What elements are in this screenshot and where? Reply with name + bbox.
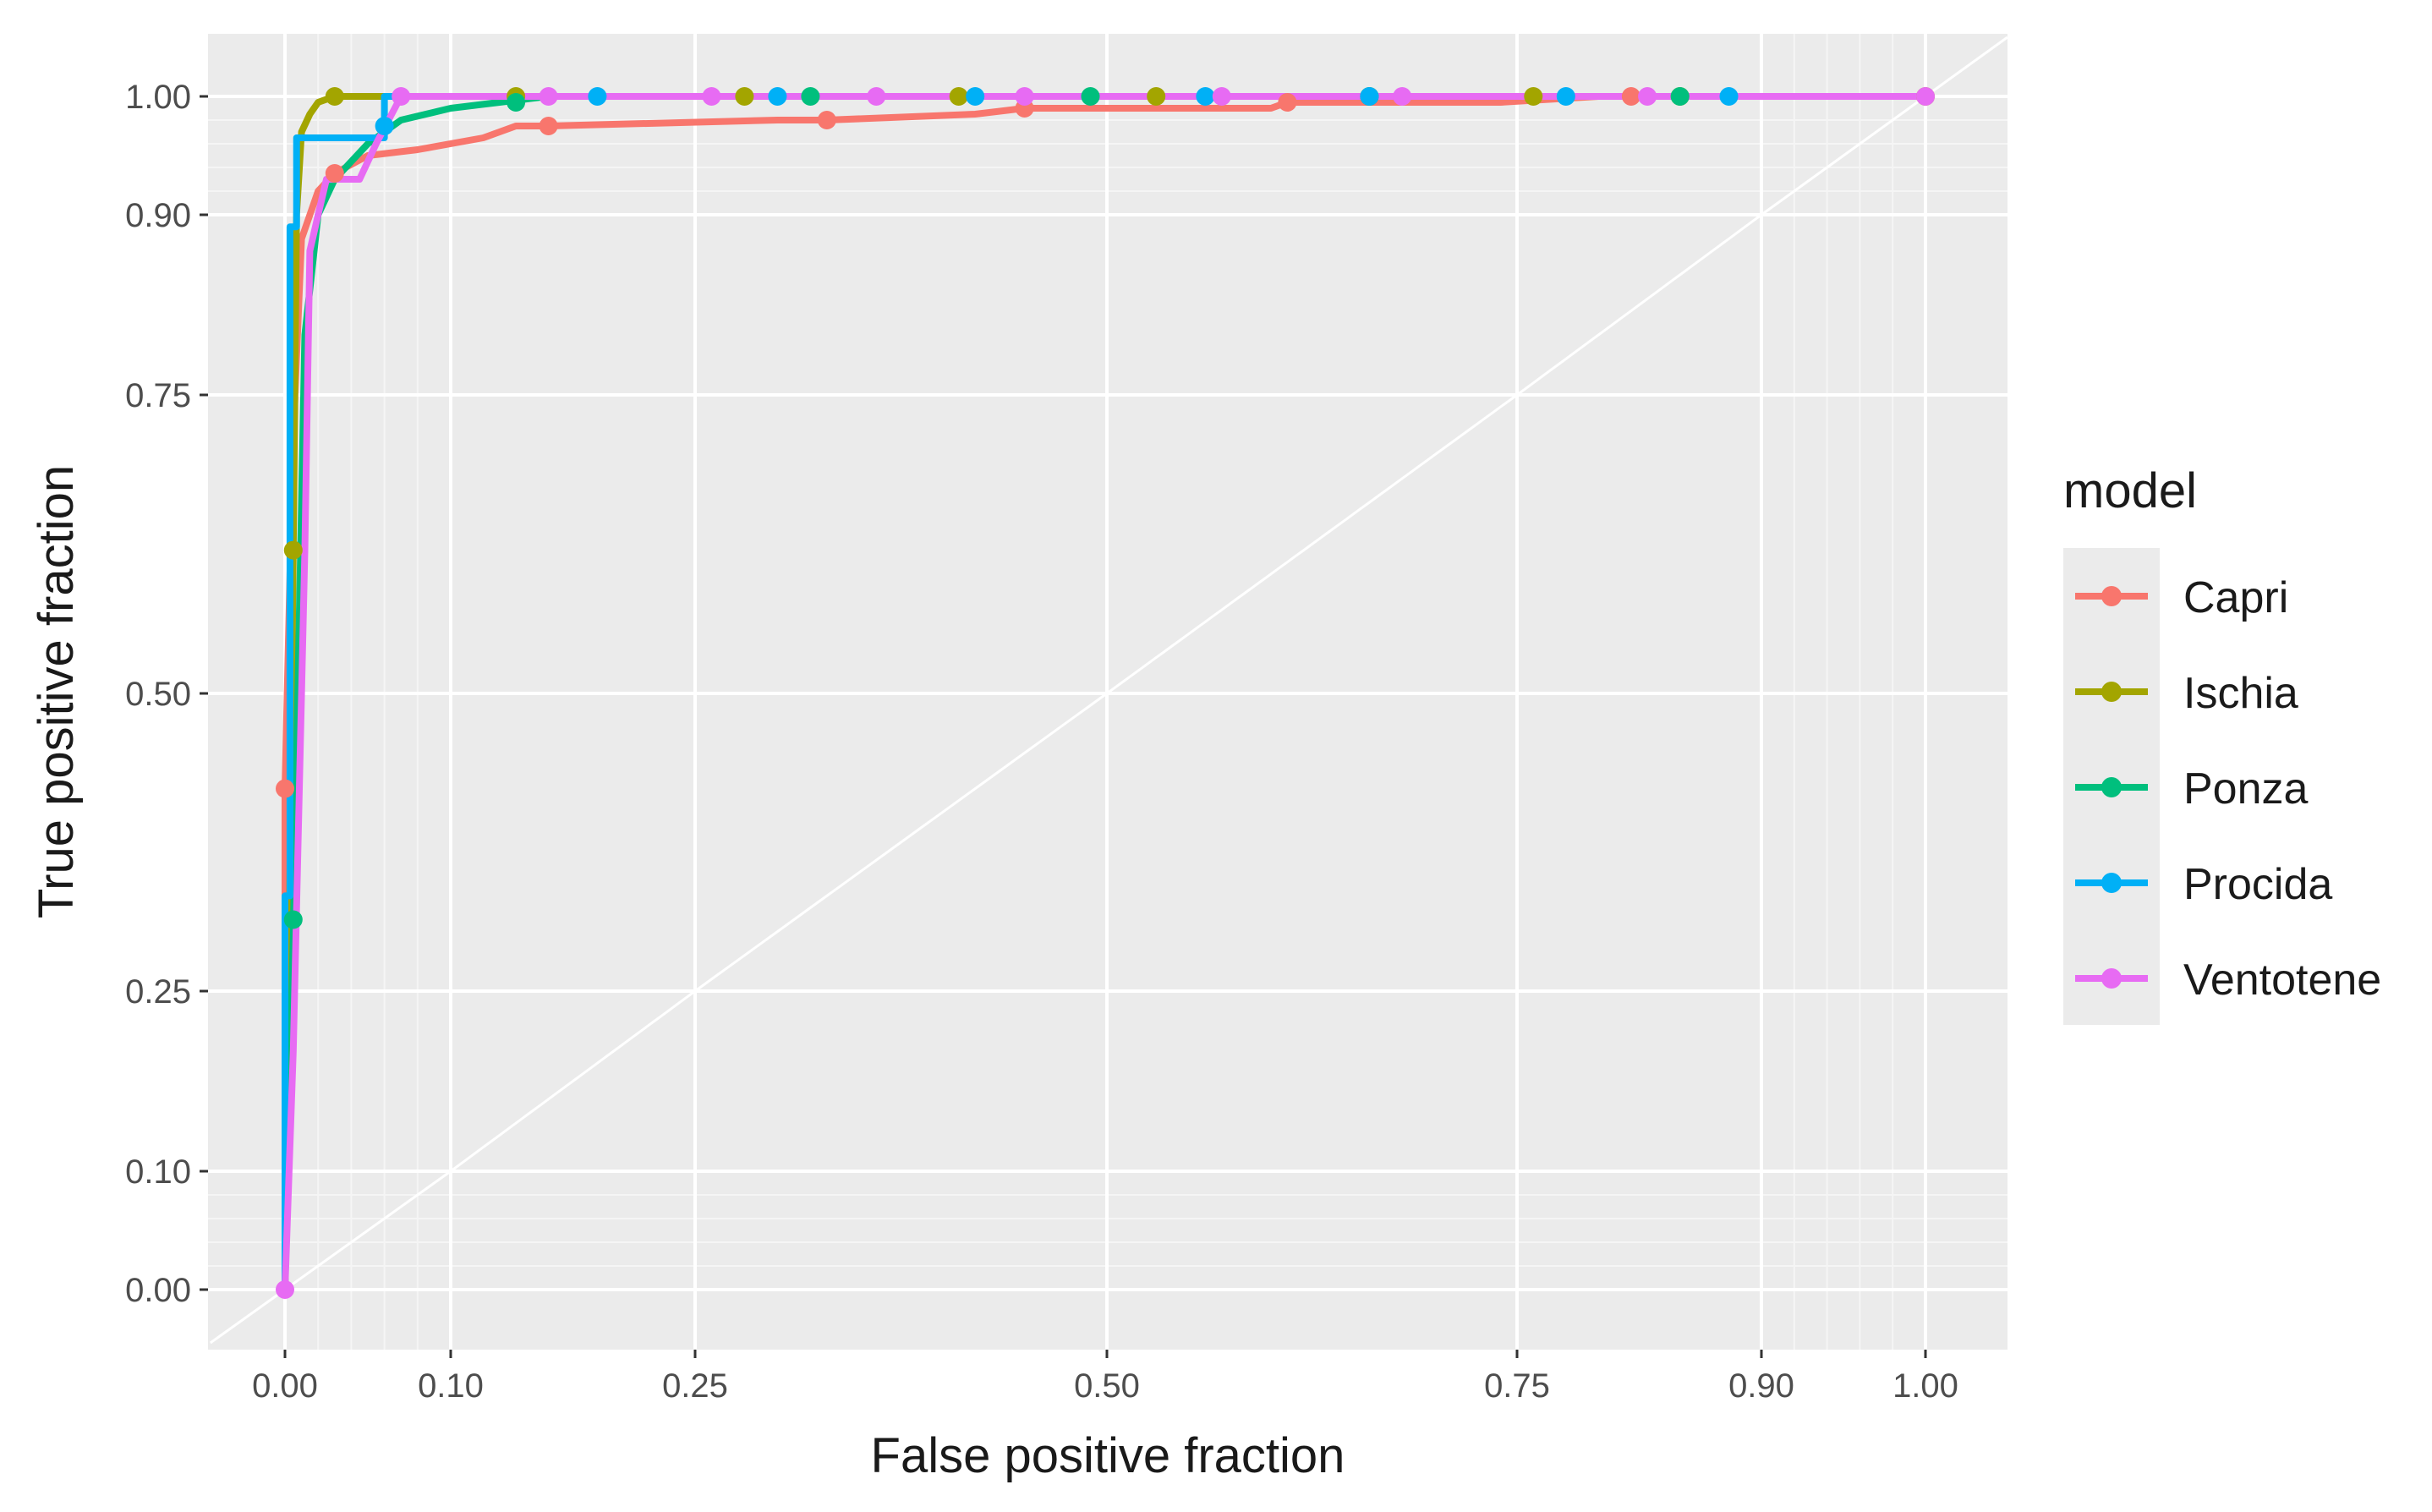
series-point-ponza (1670, 87, 1690, 106)
series-point-ischia (325, 87, 344, 106)
y-tick-label: 0.25 (125, 973, 191, 1011)
legend-key-point (2101, 968, 2122, 989)
series-point-ventotene (539, 87, 558, 106)
series-point-ischia (1524, 87, 1543, 106)
y-tick-label: 0.75 (125, 377, 191, 414)
series-point-capri (1278, 93, 1297, 112)
series-point-ventotene (1393, 87, 1412, 106)
legend-items: Capri Ischia Ponza Procida Ventotene (2075, 573, 2381, 1005)
series-point-procida (1360, 87, 1379, 106)
y-axis-title: True positive fraction (29, 465, 84, 918)
series-point-procida (966, 87, 985, 106)
reference-line (209, 36, 2008, 1345)
series-point-ventotene (276, 1280, 294, 1299)
legend-title: model (2063, 463, 2197, 518)
series-point-ventotene (1638, 87, 1657, 106)
series-point-ventotene (702, 87, 721, 106)
legend-label: Ventotene (2183, 956, 2381, 1005)
series-point-capri (325, 164, 344, 183)
series-point-procida (588, 87, 607, 106)
series-point-ponza (283, 910, 303, 929)
series-line-procida (282, 93, 1929, 1293)
legend-label: Capri (2183, 573, 2288, 622)
y-axis: 0.00 0.10 0.25 0.50 0.75 0.90 1.00 (125, 79, 208, 1309)
series-point-capri (817, 111, 836, 129)
series-point-procida (768, 87, 787, 106)
series-point-ventotene (1916, 87, 1935, 106)
x-tick-label: 0.25 (662, 1367, 728, 1405)
y-tick-label: 0.50 (125, 676, 191, 713)
series-point-procida (1719, 87, 1739, 106)
series-point-ischia (1147, 87, 1166, 106)
x-tick-label: 1.00 (1892, 1367, 1958, 1405)
x-tick-label: 0.90 (1728, 1367, 1794, 1405)
series-point-ischia (283, 540, 303, 560)
y-tick-label: 0.90 (125, 197, 191, 234)
y-tick-label: 0.10 (125, 1153, 191, 1191)
series-points (276, 87, 1935, 1299)
legend: model Capri Ischia Ponza Procida Ventotene (2063, 463, 2381, 1025)
series-point-ventotene (392, 87, 411, 106)
series-point-ponza (507, 93, 526, 112)
x-tick-label: 0.75 (1484, 1367, 1550, 1405)
series-point-ponza (1081, 87, 1100, 106)
legend-label: Ponza (2183, 764, 2309, 814)
series-point-capri (276, 779, 294, 798)
legend-key-point (2101, 873, 2122, 893)
x-tick-label: 0.00 (252, 1367, 318, 1405)
x-tick-label: 0.50 (1074, 1367, 1140, 1405)
x-axis: 0.00 0.10 0.25 0.50 0.75 0.90 1.00 (252, 1350, 1958, 1405)
y-tick-label: 0.00 (125, 1272, 191, 1309)
legend-key-point (2101, 586, 2122, 606)
series-point-capri (539, 117, 558, 135)
legend-key-point (2101, 777, 2122, 797)
y-tick-label: 1.00 (125, 79, 191, 116)
legend-label: Ischia (2183, 669, 2298, 718)
legend-key-point (2101, 682, 2122, 702)
x-axis-title: False positive fraction (871, 1428, 1345, 1483)
reference-diagonal (209, 36, 2008, 1345)
series-point-procida (1556, 87, 1575, 106)
series-point-ischia (735, 87, 754, 106)
legend-label: Procida (2183, 860, 2332, 909)
series-point-capri (1621, 87, 1641, 106)
series-point-procida (375, 117, 394, 135)
series-point-ponza (801, 87, 820, 106)
series-point-ventotene (1015, 87, 1034, 106)
series-point-ischia (949, 87, 968, 106)
x-tick-label: 0.10 (418, 1367, 484, 1405)
series-point-procida (1196, 87, 1215, 106)
series-point-ventotene (867, 87, 886, 106)
series-point-ventotene (1212, 87, 1231, 106)
